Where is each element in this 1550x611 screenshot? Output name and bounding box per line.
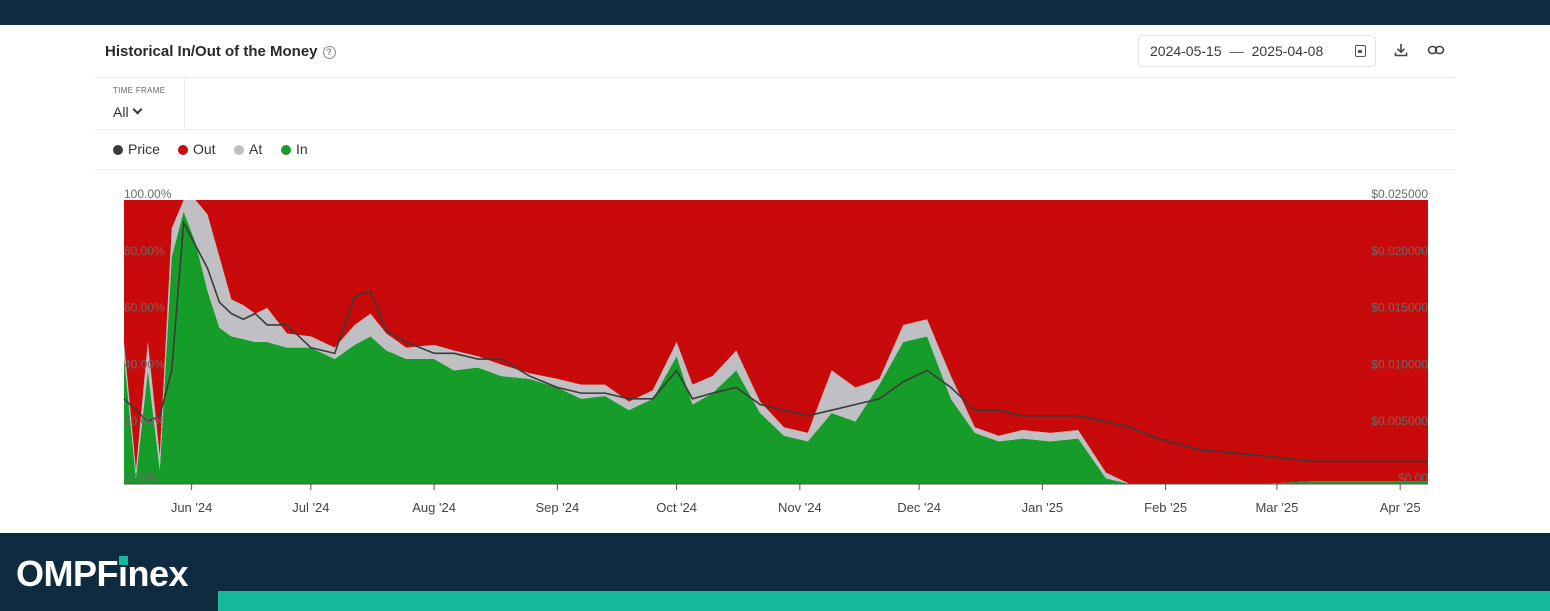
top-bar bbox=[0, 0, 1550, 25]
date-separator: — bbox=[1229, 43, 1244, 59]
x-tick-label: Jun '24 bbox=[171, 500, 213, 515]
x-tick-label: Nov '24 bbox=[778, 500, 822, 515]
card-header: Historical In/Out of the Money? 2024-05-… bbox=[95, 25, 1455, 78]
x-tick-label: Jan '25 bbox=[1022, 500, 1064, 515]
chart-card: Historical In/Out of the Money? 2024-05-… bbox=[95, 25, 1455, 533]
date-from[interactable]: 2024-05-15 bbox=[1150, 43, 1222, 59]
y-left-tick-label: 0.00% bbox=[124, 471, 158, 485]
x-tick-label: Apr '25 bbox=[1380, 500, 1421, 515]
y-left-tick-label: 60.00% bbox=[124, 301, 165, 315]
series-area-at bbox=[124, 200, 1428, 484]
date-to[interactable]: 2025-04-08 bbox=[1251, 43, 1324, 59]
legend-item-price[interactable]: Price bbox=[113, 141, 160, 157]
help-circle-icon[interactable]: ? bbox=[322, 46, 336, 59]
legend-item-at[interactable]: At bbox=[234, 141, 262, 157]
download-icon[interactable] bbox=[1393, 42, 1409, 58]
y-right-tick-label: $0.00 bbox=[1398, 471, 1428, 485]
price-line bbox=[123, 219, 1428, 463]
legend-dot bbox=[178, 145, 188, 155]
y-left-tick-label: 100.00% bbox=[124, 187, 172, 201]
timeframe-selector[interactable]: TIME FRAME All bbox=[95, 78, 185, 130]
legend-dot bbox=[234, 145, 244, 155]
x-tick-label: Aug '24 bbox=[412, 500, 456, 515]
y-left-tick-label: 40.00% bbox=[124, 357, 165, 371]
y-right-tick-label: $0.020000 bbox=[1371, 244, 1428, 258]
timeframe-row: TIME FRAME All bbox=[95, 78, 1455, 130]
y-left-tick-label: 80.00% bbox=[124, 244, 165, 258]
chart-legend: Price Out At In bbox=[95, 130, 1455, 170]
legend-item-out[interactable]: Out bbox=[178, 141, 216, 157]
date-range-picker[interactable]: 2024-05-15 — 2025-04-08 bbox=[1138, 35, 1376, 67]
y-left-tick-label: 20.00% bbox=[124, 414, 165, 428]
y-right-tick-label: $0.005000 bbox=[1371, 414, 1428, 428]
series-area-in bbox=[124, 211, 1428, 485]
x-tick-label: Sep '24 bbox=[535, 500, 579, 515]
x-tick-label: Mar '25 bbox=[1255, 500, 1298, 515]
x-tick-label: Feb '25 bbox=[1144, 500, 1187, 515]
y-right-tick-label: $0.025000 bbox=[1371, 187, 1428, 201]
x-tick-label: Jul '24 bbox=[292, 500, 329, 515]
legend-item-in[interactable]: In bbox=[281, 141, 308, 157]
timeframe-label: TIME FRAME bbox=[113, 86, 166, 95]
legend-dot bbox=[113, 145, 123, 155]
x-tick-label: Oct '24 bbox=[656, 500, 697, 515]
x-tick-label: Dec '24 bbox=[897, 500, 941, 515]
brand-logo: OMPFinex bbox=[16, 553, 189, 594]
y-right-tick-label: $0.015000 bbox=[1371, 301, 1428, 315]
footer-accent-stripe bbox=[218, 591, 1550, 611]
calendar-icon[interactable] bbox=[1355, 45, 1366, 57]
card-title: Historical In/Out of the Money? bbox=[105, 43, 336, 60]
legend-dot bbox=[281, 145, 291, 155]
timeframe-dropdown[interactable]: All bbox=[113, 104, 143, 120]
y-right-tick-label: $0.010000 bbox=[1371, 357, 1428, 371]
series-area-out bbox=[124, 200, 1428, 484]
link-icon[interactable] bbox=[1427, 42, 1445, 58]
footer-bar: OMPFinex bbox=[0, 533, 1550, 611]
in-out-money-chart[interactable]: 0.00% 20.00% 40.00% 60.00% 80.00% 100.00% $0.0… bbox=[95, 25, 1455, 533]
